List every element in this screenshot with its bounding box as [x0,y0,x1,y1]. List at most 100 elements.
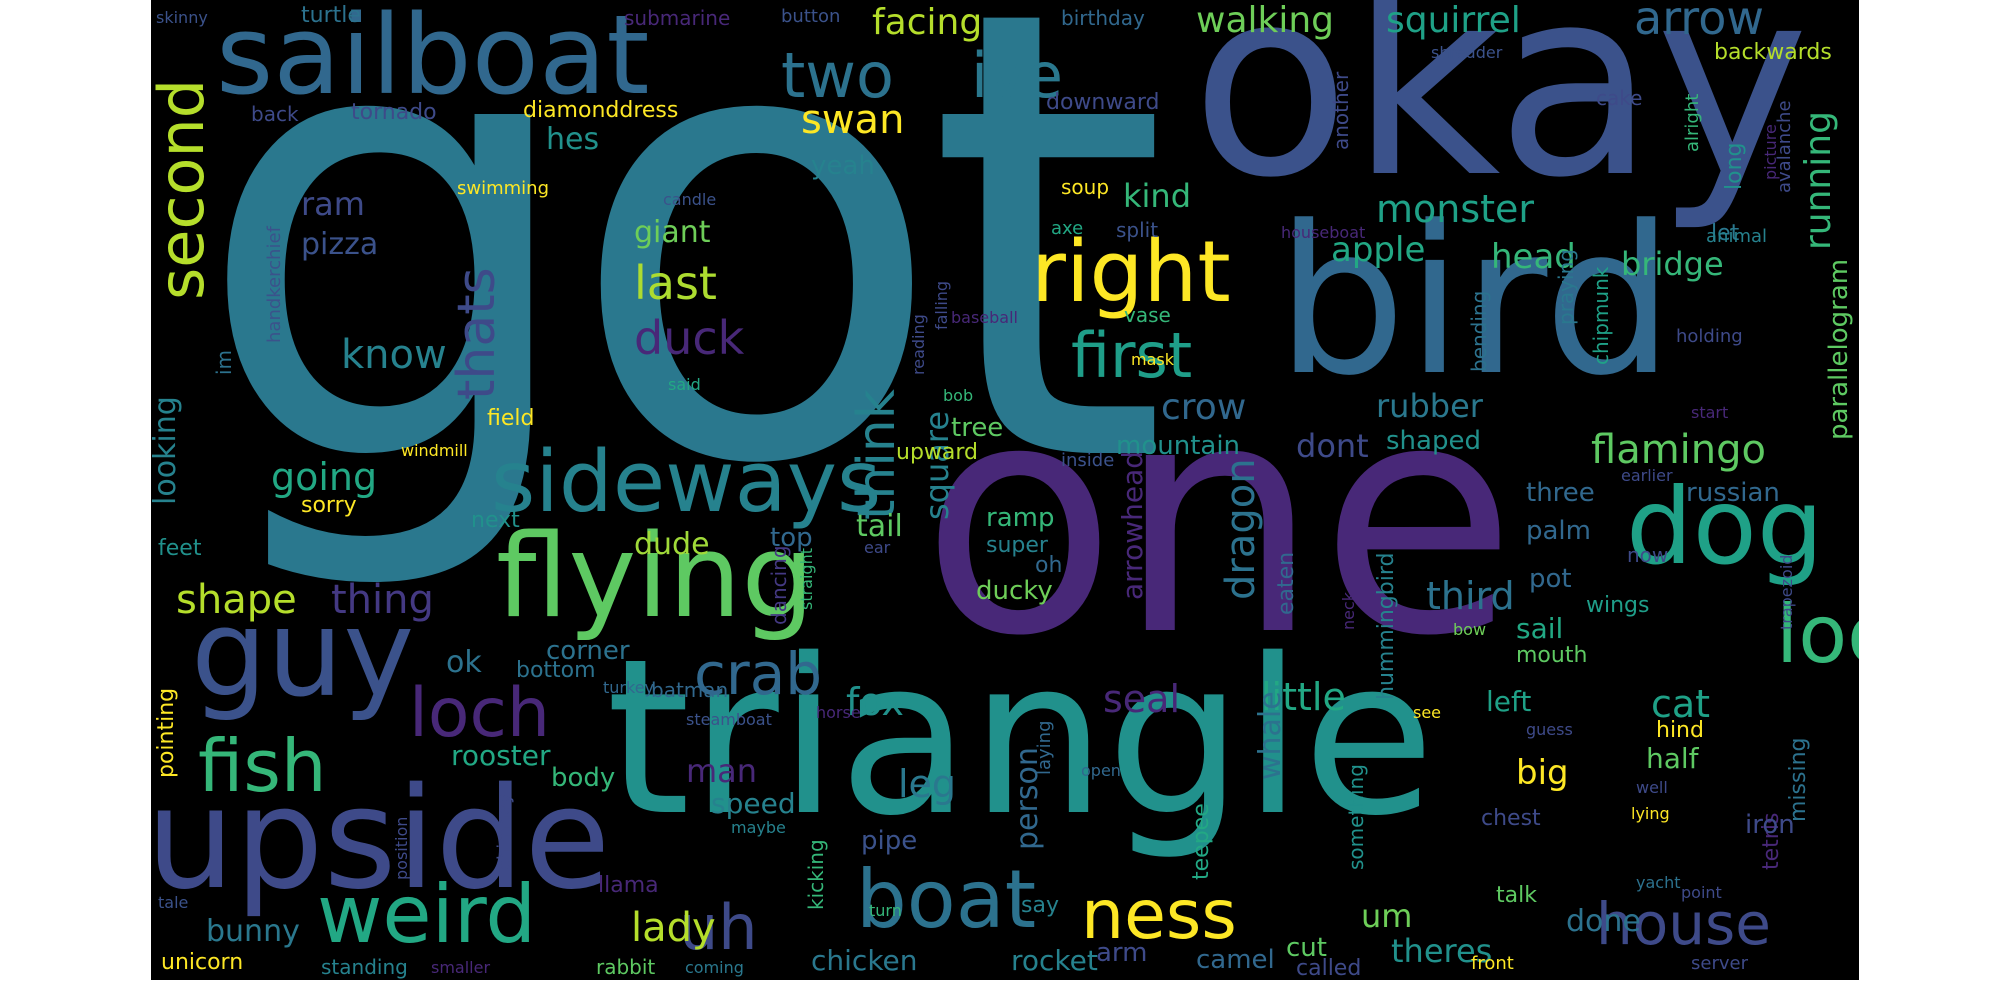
word-point: point [1681,883,1722,902]
word-apple: apple [1331,230,1426,270]
word-rooster: rooster [451,739,551,772]
word-swimming: swimming [457,178,550,199]
word-houseboat: houseboat [1281,223,1366,242]
word-bow: bow [1453,620,1487,639]
word-coming: coming [685,958,744,977]
word-turkey: turkey [603,678,654,697]
word-crow: crow [1161,387,1247,428]
word-uh: uh [679,891,758,964]
word-bob: bob [943,386,974,405]
word-ok: ok [446,645,482,680]
word-bending: bending [1467,290,1491,372]
word-swan: swan [801,97,905,143]
word-praying: praying [1554,249,1578,325]
word-sail: sail [1516,612,1564,645]
word-man: man [686,752,758,790]
word-cat: cat [1651,682,1711,726]
word-flying: flying [496,510,815,644]
word-dancing: dancing [767,545,791,625]
word-open: open [1081,761,1121,780]
word-arrow: arrow [1634,0,1764,45]
word-axe: axe [1051,218,1084,239]
word-speed: speed [711,787,796,820]
word-sorry: sorry [301,493,357,518]
word-turn: turn [869,901,902,920]
word-holding: holding [1676,326,1743,347]
word-button: button [781,6,841,27]
word-unicorn: unicorn [161,950,244,975]
word-mouth: mouth [1516,643,1588,668]
word-duck: duck [634,311,745,365]
word-im: im [212,349,236,375]
word-top: top [770,523,813,553]
word-walking: walking [1196,0,1335,41]
word-neck: neck [1339,591,1358,630]
word-mask: mask [1131,350,1174,369]
word-bottom: bottom [516,658,596,683]
word-smaller: smaller [431,958,491,977]
word-candle: candle [663,190,717,209]
word-another: another [1329,71,1353,150]
word-pot: pot [1529,564,1572,594]
word-guess: guess [1526,720,1573,739]
word-look: look [1776,588,1859,681]
word-parallelogram: parallelogram [1824,258,1854,440]
word-going: going [271,455,378,499]
word-soup: soup [1061,175,1110,199]
word-something: something [1344,764,1368,870]
word-cloud: got okay one triangle bird upside sailbo… [151,0,1859,980]
word-weird: weird [317,868,537,961]
word-loch: loch [409,674,550,753]
word-laying: laying [1034,720,1055,775]
word-second: second [151,78,218,300]
word-falling: falling [932,280,951,330]
word-chipmunk: chipmunk [1589,266,1613,365]
word-yeah: yeah [811,151,875,181]
word-straight: straight [797,547,816,610]
word-long: long [1722,142,1747,190]
word-now: now [1627,543,1669,567]
word-chest: chest [1481,806,1541,831]
word-tree: tree [951,413,1004,443]
word-left: left [1486,685,1532,718]
word-theres: theres [1391,932,1493,970]
word-body: body [551,763,616,793]
word-front: front [1471,953,1514,974]
word-position: position [392,816,411,880]
word-start: start [1691,403,1729,422]
word-um: um [1361,897,1413,935]
word-tale: tale [158,893,189,912]
word-called: called [1296,956,1362,980]
word-russian: russian [1686,478,1780,508]
word-big: big [1516,753,1569,793]
word-avalanche: avalanche [1774,100,1795,193]
word-got: got [193,0,1169,600]
word-fox: fox [846,680,904,724]
word-mountain: mountain [1116,431,1241,461]
word-seal: seal [1103,677,1181,721]
word-llama: llama [598,873,659,898]
word-server: server [1691,953,1748,974]
word-submarine: submarine [624,6,731,30]
word-ive: ive [971,39,1064,112]
word-next: next [471,508,520,533]
word-talk: talk [1496,883,1537,908]
word-hind: hind [1656,718,1704,743]
word-standing: standing [321,955,408,979]
word-yacht: yacht [1636,873,1681,892]
word-dog: dog [1626,466,1824,588]
word-shredder: shredder [1431,43,1503,62]
word-wings: wings [1586,593,1650,618]
word-kind: kind [1123,177,1192,215]
word-bridge: bridge [1621,245,1724,283]
word-three: three [1526,478,1595,508]
word-arm: arm [1096,938,1148,968]
word-steamboat: steamboat [686,710,772,729]
word-vase: vase [1124,303,1171,327]
word-sailboat: sailboat [216,0,650,119]
word-palm: palm [1526,516,1591,546]
word-shaped: shaped [1386,426,1481,456]
word-ram: ram [301,185,365,223]
word-handkerchief: handkerchief [264,226,285,343]
word-feet: feet [158,536,202,561]
